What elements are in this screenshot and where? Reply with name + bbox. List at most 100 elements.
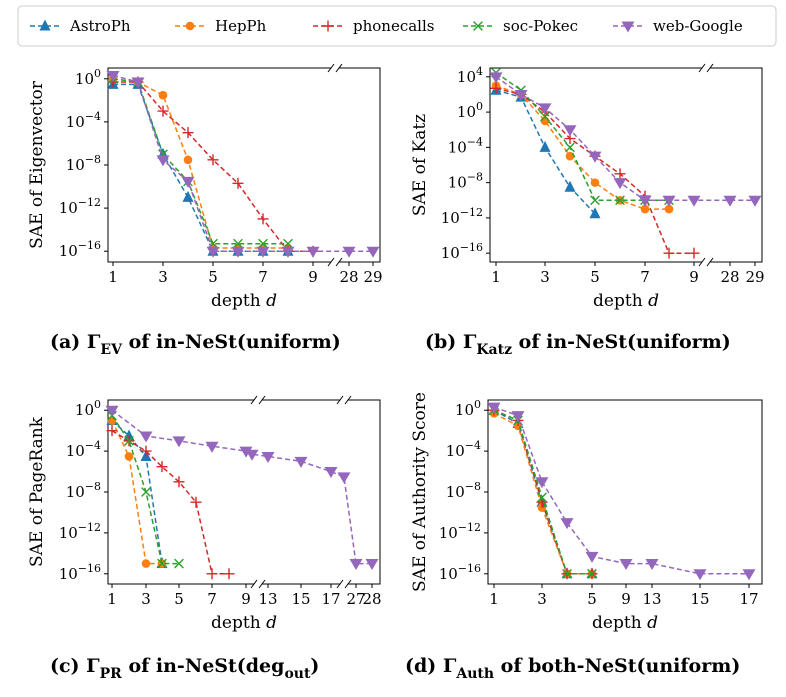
panel-caption: (c) ΓPR of in-NeSt(degout) — [50, 655, 319, 682]
axis-break-gap — [254, 581, 262, 587]
y-tick-label: 10−12 — [59, 521, 101, 542]
series-soc-Pokec — [491, 67, 674, 206]
data-point — [590, 178, 600, 187]
data-point — [141, 559, 151, 568]
x-tick-label: 3 — [540, 268, 550, 286]
data-point — [183, 155, 193, 165]
series-line — [111, 419, 163, 564]
legend-label: web-Google — [653, 17, 743, 35]
legend-entry: HepPh — [175, 17, 267, 35]
x-tick-label: 28 — [720, 268, 739, 286]
data-point — [124, 452, 134, 461]
data-point — [294, 456, 308, 468]
data-point — [366, 246, 380, 258]
y-tick-label: 10−16 — [439, 562, 481, 583]
x-tick-label: 13 — [642, 590, 661, 608]
series-line — [493, 409, 592, 575]
y-tick-label: 10−4 — [448, 135, 483, 156]
data-point — [588, 151, 602, 163]
data-point — [489, 72, 503, 84]
series-soc-Pokec — [108, 73, 293, 249]
legend-marker-icon — [39, 19, 51, 31]
y-tick-label: 100 — [455, 398, 481, 419]
y-tick-label: 10−16 — [441, 241, 483, 262]
series-HepPh — [489, 408, 597, 579]
data-point — [565, 142, 575, 153]
data-point — [261, 451, 275, 463]
data-point — [140, 445, 152, 457]
data-point — [173, 476, 185, 488]
series-web-Google — [106, 71, 380, 258]
x-tick-label: 1 — [491, 268, 501, 286]
y-tick-label: 10−4 — [66, 110, 101, 131]
series-phonecalls — [488, 404, 598, 580]
panel-caption: (b) ΓKatz of in-NeSt(uniform) — [425, 331, 731, 358]
data-point — [139, 431, 153, 443]
axis-break-gap — [702, 65, 710, 71]
data-point — [365, 559, 379, 571]
data-point — [663, 247, 675, 259]
data-point — [107, 416, 117, 425]
data-point — [742, 569, 756, 581]
axis-break-gap — [702, 259, 710, 265]
data-point — [535, 477, 549, 489]
y-tick-label: 10−12 — [441, 206, 483, 227]
x-tick-label: 7 — [258, 268, 268, 286]
data-point — [540, 111, 550, 122]
data-point — [490, 82, 502, 94]
data-point — [693, 569, 707, 581]
axis-break-icon — [327, 257, 343, 267]
x-tick-label: 9 — [621, 590, 631, 608]
x-axis-label: depth d — [211, 291, 277, 311]
y-tick-label: 10−8 — [448, 171, 483, 192]
data-point — [511, 411, 525, 423]
data-point — [562, 568, 572, 579]
data-point — [239, 446, 253, 458]
data-point — [564, 180, 576, 192]
x-tick-label: 15 — [291, 590, 310, 608]
legend-entry: phonecalls — [313, 17, 434, 35]
data-point — [206, 246, 220, 258]
x-tick-label: 15 — [690, 590, 709, 608]
x-tick-label: 5 — [208, 268, 218, 286]
series-line — [113, 83, 288, 252]
series-web-Google — [487, 402, 756, 581]
data-point — [190, 496, 202, 508]
legend-entry: soc-Pokec — [463, 17, 578, 35]
y-axis-label: SAE of PageRank — [27, 416, 47, 567]
y-axis-label: SAE of Authority Score — [410, 392, 430, 592]
data-point — [283, 238, 293, 249]
data-point — [157, 558, 167, 569]
series-AstroPh — [490, 83, 601, 219]
series-web-Google — [105, 405, 379, 571]
plot-frame — [107, 67, 381, 263]
data-point — [106, 71, 120, 83]
x-tick-label: 5 — [590, 268, 600, 286]
x-axis-label: depth d — [211, 613, 277, 633]
y-tick-label: 10−12 — [439, 521, 481, 542]
axis-break-icon — [250, 579, 266, 589]
data-point — [182, 190, 194, 202]
x-tick-label: 29 — [745, 268, 764, 286]
data-point — [156, 461, 168, 473]
data-point — [281, 246, 295, 258]
x-axis-label: depth d — [592, 613, 658, 633]
chart-panel-b: 104 100 10−4 10−8 10−12 10−16 1 3 5 7 9 28 29 depth d… — [410, 63, 765, 358]
legend-entry: AstroPh — [30, 17, 131, 35]
data-point — [232, 177, 244, 189]
data-point — [638, 195, 652, 207]
legend-frame — [17, 5, 777, 47]
series-phonecalls — [490, 82, 700, 259]
x-tick-label: 1 — [489, 590, 499, 608]
axis-break-gap — [340, 581, 348, 587]
axis-break-gap — [331, 259, 339, 265]
data-point — [182, 127, 194, 139]
y-tick-label: 10−8 — [66, 153, 101, 174]
y-tick-label: 10−4 — [446, 439, 481, 460]
legend-label: soc-Pokec — [503, 17, 578, 35]
data-point — [565, 151, 575, 161]
data-point — [257, 213, 269, 225]
data-point — [223, 568, 235, 580]
